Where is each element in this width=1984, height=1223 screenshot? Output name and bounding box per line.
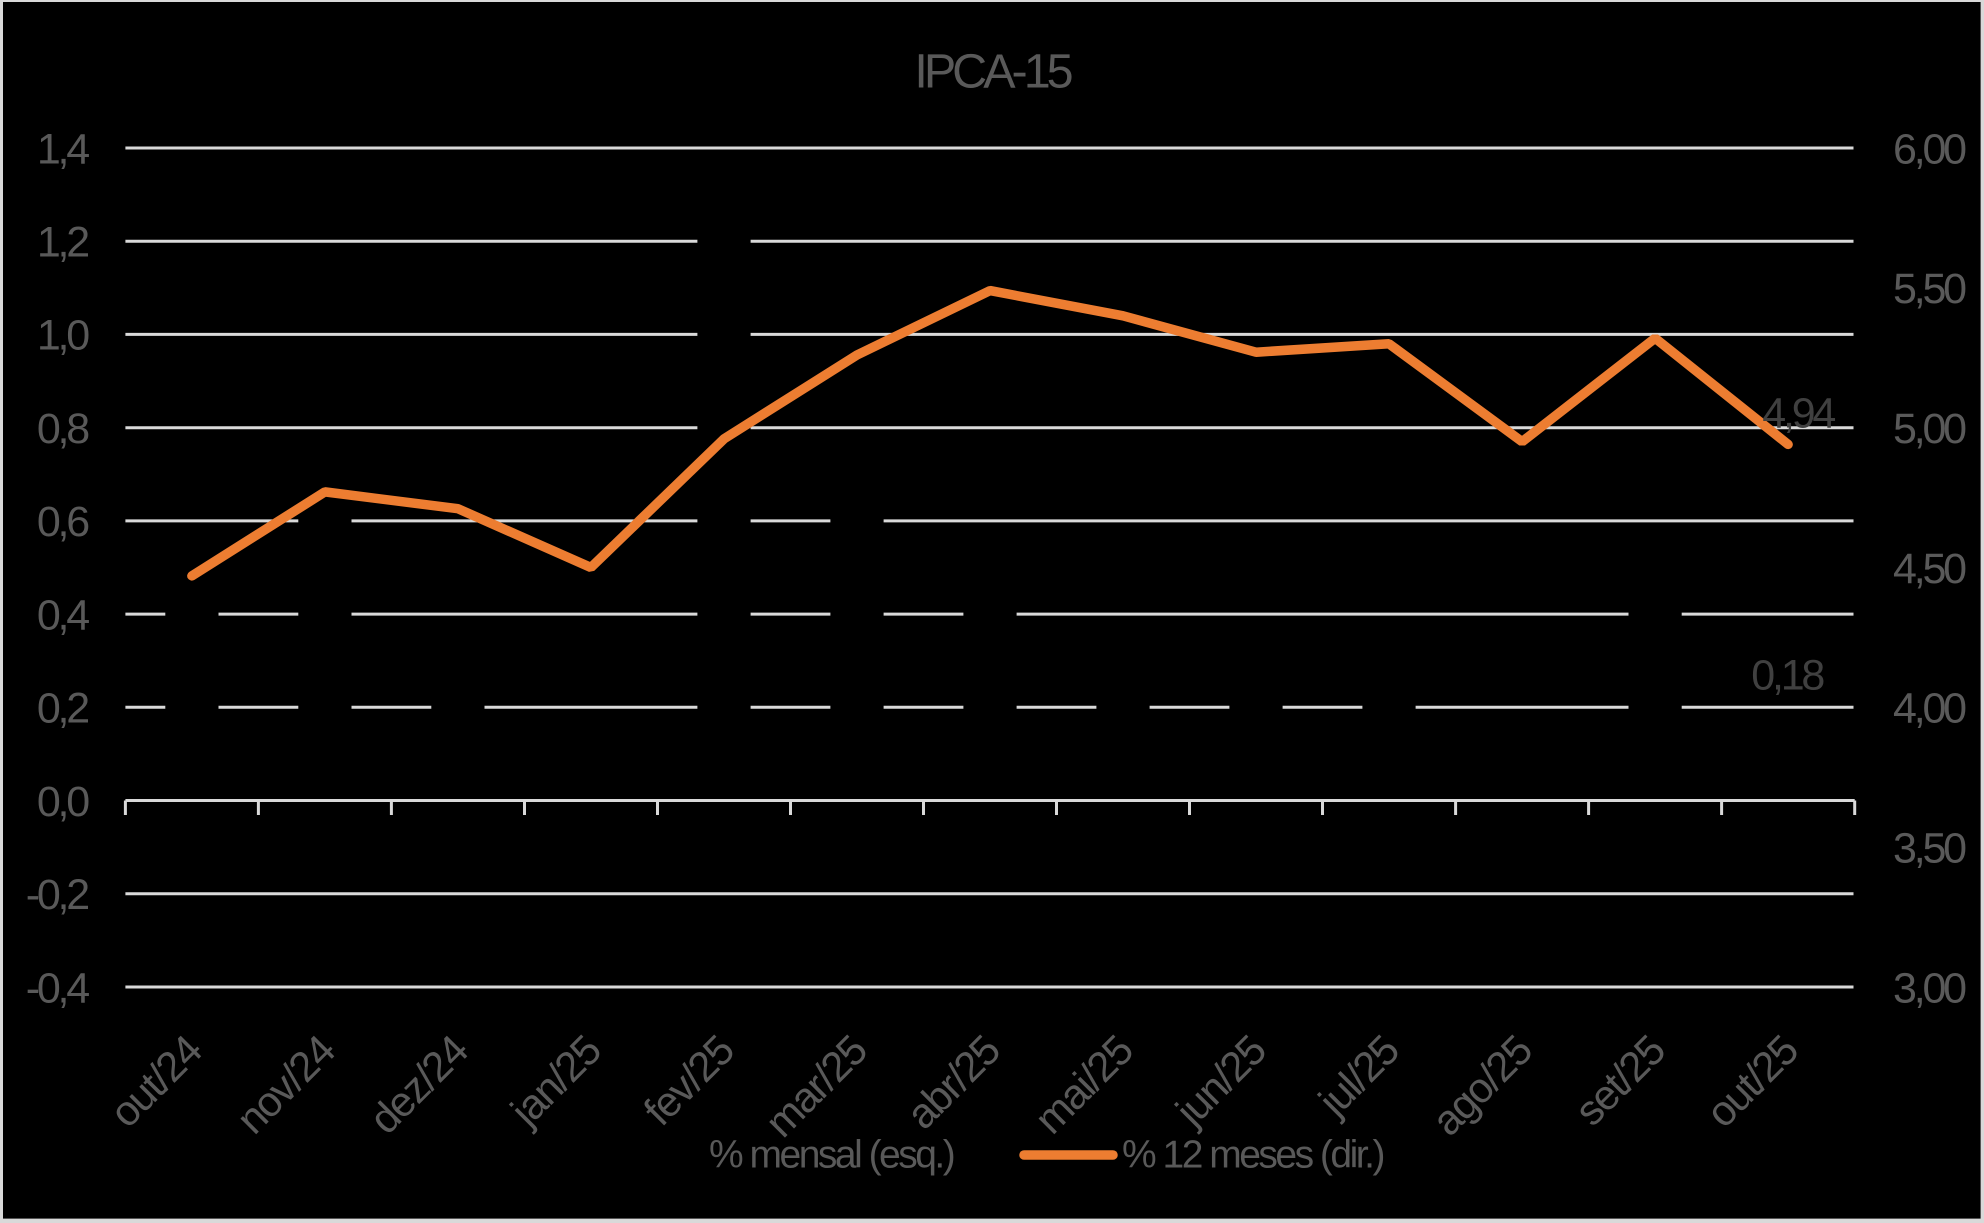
svg-text:-0,2: -0,2 xyxy=(26,871,89,919)
svg-text:4,50: 4,50 xyxy=(1893,545,1966,593)
svg-text:0,0: 0,0 xyxy=(37,778,89,826)
svg-text:0,2: 0,2 xyxy=(37,685,88,733)
svg-text:IPCA-15: IPCA-15 xyxy=(914,45,1071,99)
svg-text:4,00: 4,00 xyxy=(1893,685,1966,733)
svg-text:3,50: 3,50 xyxy=(1893,825,1966,873)
svg-text:0,18: 0,18 xyxy=(1751,651,1824,699)
svg-text:3,00: 3,00 xyxy=(1893,964,1966,1012)
svg-text:5,50: 5,50 xyxy=(1893,265,1966,313)
svg-text:-0,4: -0,4 xyxy=(26,964,90,1012)
svg-text:5,00: 5,00 xyxy=(1893,405,1966,453)
svg-text:6,00: 6,00 xyxy=(1893,125,1966,173)
svg-text:% mensal (esq.): % mensal (esq.) xyxy=(709,1134,954,1177)
svg-text:% 12 meses (dir.): % 12 meses (dir.) xyxy=(1122,1134,1383,1177)
svg-text:1,0: 1,0 xyxy=(37,312,89,360)
svg-text:1,4: 1,4 xyxy=(37,125,89,173)
svg-text:0,6: 0,6 xyxy=(37,498,89,546)
svg-text:4,94: 4,94 xyxy=(1762,389,1835,437)
svg-text:0,8: 0,8 xyxy=(37,405,89,453)
svg-text:0,4: 0,4 xyxy=(37,591,89,639)
svg-text:1,2: 1,2 xyxy=(37,219,88,267)
